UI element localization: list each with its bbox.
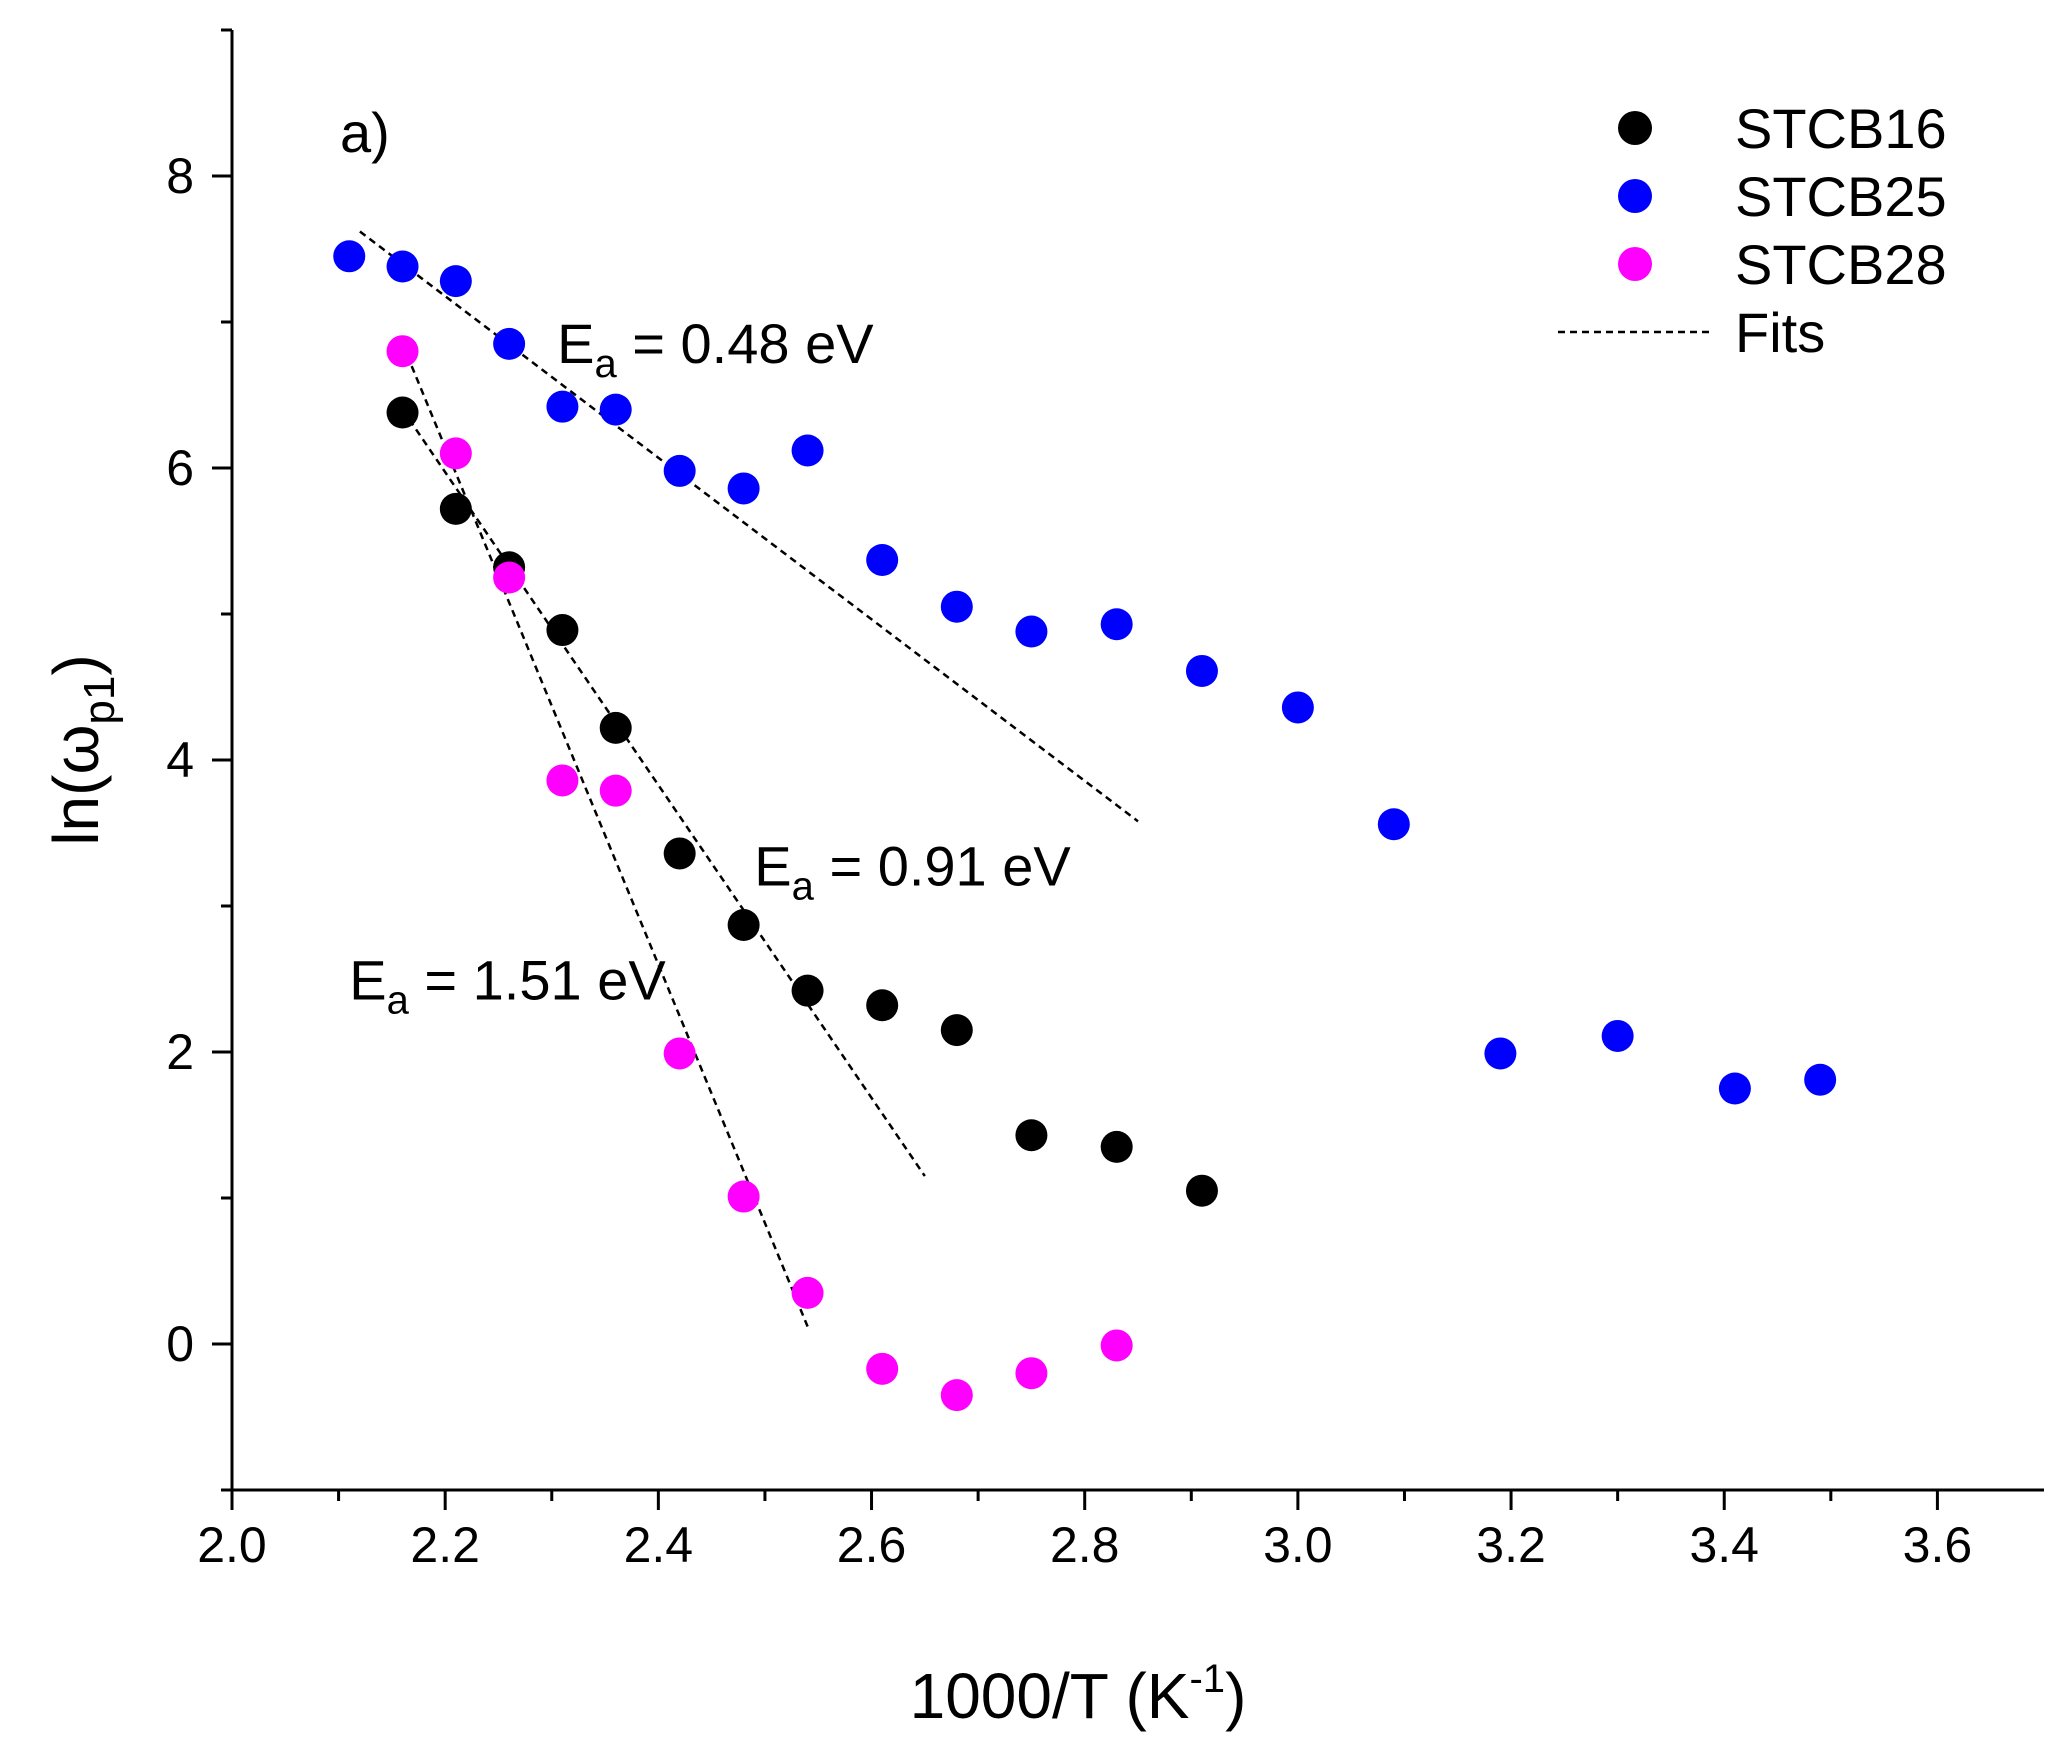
data-point (439, 492, 472, 525)
legend-label-stcb16: STCB16 (1735, 97, 1947, 160)
legend-label-stcb25: STCB25 (1735, 165, 1947, 228)
data-point (866, 1352, 899, 1385)
data-point (663, 1037, 696, 1070)
data-point (386, 335, 419, 368)
legend-marker-stcb28 (1618, 247, 1652, 281)
x-tick-label: 3.0 (1263, 1517, 1333, 1573)
data-point (599, 711, 632, 744)
data-point (727, 1180, 760, 1213)
x-tick-label: 2.4 (624, 1517, 694, 1573)
data-point (791, 434, 824, 467)
data-point (1484, 1037, 1517, 1070)
data-point (1185, 1174, 1218, 1207)
y-tick-label: 6 (166, 440, 194, 496)
data-point (599, 393, 632, 426)
data-point (599, 774, 632, 807)
legend-label-stcb28: STCB28 (1735, 233, 1947, 296)
data-point (1100, 608, 1133, 641)
x-tick-label: 3.4 (1689, 1517, 1759, 1573)
data-point (546, 614, 579, 647)
data-point (386, 250, 419, 283)
x-tick-label: 2.0 (197, 1517, 267, 1573)
legend-marker-stcb16 (1618, 111, 1652, 145)
series-stcb25 (333, 240, 1837, 1105)
y-axis-title: ln(ωp1) (40, 654, 124, 845)
data-point (439, 437, 472, 470)
x-axis-title: 1000/T (K-1) (910, 1657, 1247, 1732)
data-point (791, 1276, 824, 1309)
data-point (940, 1014, 973, 1047)
x-tick-label: 2.8 (1050, 1517, 1120, 1573)
y-tick-label: 2 (166, 1024, 194, 1080)
y-tick-label: 8 (166, 148, 194, 204)
data-point (1185, 654, 1218, 687)
data-point (386, 396, 419, 429)
legend-label-fits: Fits (1735, 301, 1825, 364)
annotations: a) Ea = 0.48 eV Ea = 0.91 eV Ea = 1.51 eV (340, 101, 1071, 1022)
data-point (333, 240, 366, 273)
series-stcb16 (386, 396, 1218, 1207)
data-point (866, 543, 899, 576)
data-point (663, 837, 696, 870)
y-tick-label: 4 (166, 732, 194, 788)
data-points (333, 240, 1837, 1412)
data-point (493, 327, 526, 360)
axes: 2.0 2.2 2.4 2.6 2.8 3.0 3.2 3.4 3.6 0 2 4 6 8 1000/T (… (40, 28, 2044, 1732)
data-point (866, 989, 899, 1022)
legend-marker-stcb25 (1618, 179, 1652, 213)
data-point (663, 454, 696, 487)
data-point (1100, 1329, 1133, 1362)
data-point (727, 472, 760, 505)
fit-line-3 (401, 343, 809, 1327)
x-tick-label: 2.6 (837, 1517, 907, 1573)
x-tick-label: 3.6 (1903, 1517, 1973, 1573)
panel-label: a) (340, 101, 390, 164)
data-point (940, 590, 973, 623)
data-point (1804, 1063, 1837, 1096)
activation-energy-label: Ea = 1.51 eV (349, 948, 666, 1022)
data-point (439, 265, 472, 298)
data-point (546, 390, 579, 423)
x-tick-label: 3.2 (1476, 1517, 1546, 1573)
y-tick-label: 0 (166, 1316, 194, 1372)
activation-energy-label: Ea = 0.48 eV (557, 312, 874, 386)
data-point (791, 974, 824, 1007)
data-point (1377, 808, 1410, 841)
data-point (727, 908, 760, 941)
data-point (1718, 1072, 1751, 1105)
fit-line-1 (359, 230, 1139, 823)
fit-line-2 (401, 408, 926, 1177)
series-stcb28 (386, 335, 1133, 1412)
fit-lines (359, 230, 1139, 1327)
activation-energy-label: Ea = 0.91 eV (754, 835, 1071, 909)
data-point (1281, 691, 1314, 724)
data-point (1015, 1119, 1048, 1152)
data-point (546, 764, 579, 797)
data-point (1601, 1019, 1634, 1052)
data-point (1100, 1130, 1133, 1163)
x-tick-label: 2.2 (410, 1517, 480, 1573)
data-point (940, 1379, 973, 1412)
data-point (493, 561, 526, 594)
data-point (1015, 1357, 1048, 1390)
data-point (1015, 615, 1048, 648)
